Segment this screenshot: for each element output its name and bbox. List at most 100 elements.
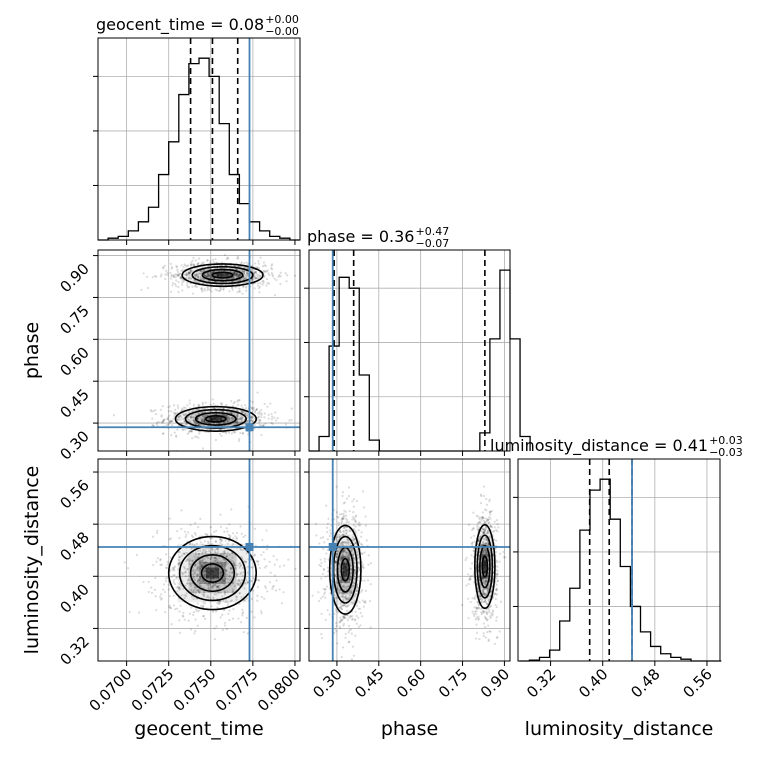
- sample-point: [338, 565, 342, 568]
- sample-point: [349, 593, 352, 596]
- sample-point: [318, 542, 321, 545]
- sample-point: [264, 422, 267, 425]
- sample-point: [198, 423, 201, 426]
- sample-point: [229, 417, 233, 420]
- sample-point: [172, 417, 175, 420]
- sample-point: [232, 608, 235, 611]
- sample-point: [470, 562, 474, 565]
- sample-point: [189, 416, 193, 419]
- sample-point: [344, 632, 347, 636]
- sample-point: [314, 522, 318, 525]
- sample-point: [482, 632, 485, 635]
- sample-point: [198, 590, 201, 593]
- sample-point: [207, 275, 210, 278]
- sample-point: [486, 589, 489, 592]
- sample-point: [482, 537, 485, 540]
- sample-point: [491, 610, 494, 614]
- sample-point: [231, 417, 234, 420]
- sample-point: [284, 272, 287, 275]
- sample-point: [166, 560, 169, 563]
- sample-point: [239, 572, 242, 575]
- sample-point: [235, 420, 238, 424]
- sample-point: [350, 568, 353, 571]
- sample-point: [345, 551, 348, 554]
- sample-point: [270, 418, 274, 421]
- sample-point: [354, 520, 357, 524]
- sample-point: [239, 274, 243, 277]
- sample-point: [154, 595, 157, 598]
- sample-point: [341, 533, 344, 536]
- sample-point: [250, 406, 253, 409]
- sample-point: [180, 509, 183, 512]
- sample-point: [336, 515, 339, 518]
- sample-point: [481, 589, 484, 592]
- sample-point: [364, 589, 368, 592]
- sample-point: [262, 261, 266, 264]
- sample-point: [348, 594, 351, 597]
- sample-point: [336, 585, 339, 588]
- sample-point: [223, 591, 227, 594]
- sample-point: [213, 418, 216, 421]
- sample-point: [496, 579, 499, 583]
- sample-point: [349, 572, 352, 575]
- sample-point: [339, 616, 342, 619]
- sample-point: [205, 574, 209, 577]
- sample-point: [216, 575, 219, 578]
- sample-point: [341, 595, 345, 598]
- sample-point: [203, 570, 207, 573]
- sample-point: [193, 564, 196, 567]
- sample-point: [191, 543, 194, 546]
- sample-point: [142, 272, 145, 275]
- sample-point: [196, 624, 199, 627]
- sample-point: [212, 577, 215, 580]
- sample-point: [208, 272, 211, 275]
- sample-point: [199, 560, 202, 563]
- sample-point: [112, 414, 115, 417]
- sample-point: [341, 556, 344, 559]
- sample-point: [197, 276, 200, 279]
- sample-point: [485, 497, 488, 501]
- sample-point: [238, 274, 241, 278]
- sample-point: [502, 550, 505, 554]
- sample-point: [206, 596, 210, 599]
- sample-point: [205, 274, 208, 277]
- sample-point: [166, 417, 169, 421]
- pair-panel-geocent_time-luminosity_distance: [97, 458, 301, 662]
- sample-point: [185, 551, 188, 555]
- sample-point: [179, 413, 182, 417]
- sample-point: [231, 560, 234, 563]
- sample-point: [353, 562, 356, 565]
- sample-point: [220, 261, 223, 264]
- sample-point: [156, 529, 159, 532]
- sample-point: [484, 592, 487, 595]
- sample-point: [487, 529, 490, 532]
- sample-point: [214, 417, 217, 420]
- sample-point: [467, 582, 470, 586]
- sample-point: [271, 415, 274, 418]
- sample-point: [244, 277, 248, 280]
- sample-point: [204, 550, 207, 554]
- sample-point: [290, 418, 293, 422]
- sample-point: [210, 586, 213, 589]
- sample-point: [345, 554, 348, 557]
- sample-point: [476, 588, 480, 591]
- sample-point: [185, 271, 188, 274]
- sample-point: [194, 259, 197, 262]
- sample-point: [483, 559, 486, 562]
- sample-point: [209, 537, 212, 540]
- sample-point: [341, 543, 344, 546]
- sample-point: [357, 616, 360, 619]
- sample-point: [327, 570, 330, 573]
- sample-point: [189, 269, 192, 272]
- sample-point: [359, 542, 363, 546]
- sample-point: [194, 284, 197, 287]
- sample-point: [346, 568, 349, 571]
- sample-point: [488, 500, 491, 503]
- sample-point: [242, 410, 245, 414]
- sample-point: [232, 537, 235, 540]
- sample-point: [482, 622, 485, 625]
- sample-point: [223, 551, 226, 555]
- sample-point: [254, 271, 258, 274]
- sample-point: [203, 594, 206, 597]
- sample-point: [206, 288, 209, 292]
